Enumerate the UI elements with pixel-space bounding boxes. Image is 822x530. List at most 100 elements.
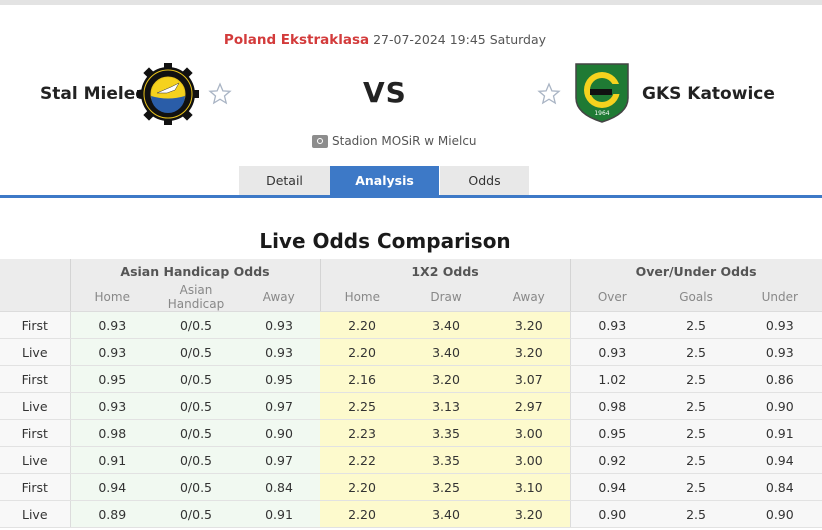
tab-underline bbox=[0, 195, 822, 198]
1x2-draw-cell: 3.25 bbox=[404, 473, 489, 501]
stadium-icon bbox=[312, 134, 328, 148]
1x2-away-cell: 3.07 bbox=[488, 365, 571, 393]
row-type: Live bbox=[0, 500, 71, 528]
ou-over-cell: 0.95 bbox=[570, 419, 655, 447]
ah-line-cell: 0/0.5 bbox=[154, 311, 238, 339]
row-type: Live bbox=[0, 392, 71, 420]
ah-home-cell: 0.89 bbox=[70, 500, 154, 528]
row-type: Live bbox=[0, 338, 71, 366]
sub-header-row: Home Asian Handicap Away Home Draw Away … bbox=[0, 283, 822, 312]
row-type: First bbox=[0, 473, 71, 501]
venue-info: Stadion MOSiR w Mielcu bbox=[312, 134, 477, 148]
ou-goals-cell: 2.5 bbox=[654, 338, 739, 366]
favorite-away-star-icon[interactable] bbox=[537, 82, 561, 106]
match-header-info: Poland Ekstraklasa 27-07-2024 19:45 Satu… bbox=[0, 32, 770, 48]
ou-over-cell: 0.93 bbox=[570, 338, 655, 366]
ou-under-cell: 0.93 bbox=[738, 338, 822, 366]
table-row: First 0.93 0/0.5 0.93 2.20 3.40 3.20 0.9… bbox=[0, 311, 822, 339]
stal-mielec-logo-icon[interactable] bbox=[137, 63, 199, 125]
ah-away-cell: 0.93 bbox=[238, 311, 321, 339]
ou-over-cell: 0.98 bbox=[570, 392, 655, 420]
1x2-draw-cell: 3.40 bbox=[404, 500, 489, 528]
1x2-home-cell: 2.20 bbox=[320, 311, 405, 339]
ah-home-cell: 0.93 bbox=[70, 392, 154, 420]
1x2-draw-cell: 3.35 bbox=[404, 446, 489, 474]
ou-over-header: Over bbox=[570, 283, 655, 312]
ah-home-cell: 0.95 bbox=[70, 365, 154, 393]
odds-table-body: First 0.93 0/0.5 0.93 2.20 3.40 3.20 0.9… bbox=[0, 311, 822, 528]
1x2-home-cell: 2.22 bbox=[320, 446, 405, 474]
1x2-home-cell: 2.16 bbox=[320, 365, 405, 393]
1x2-draw-cell: 3.13 bbox=[404, 392, 489, 420]
section-title: Live Odds Comparison bbox=[259, 229, 511, 253]
ou-goals-cell: 2.5 bbox=[654, 446, 739, 474]
asian-handicap-group-header: Asian Handicap Odds bbox=[70, 259, 321, 283]
vs-label: VS bbox=[363, 76, 407, 109]
1x2-draw-cell: 3.40 bbox=[404, 338, 489, 366]
venue-name: Stadion MOSiR w Mielcu bbox=[332, 134, 477, 148]
ah-home-cell: 0.94 bbox=[70, 473, 154, 501]
ou-over-cell: 0.94 bbox=[570, 473, 655, 501]
1x2-draw-cell: 3.20 bbox=[404, 365, 489, 393]
ah-line-cell: 0/0.5 bbox=[154, 419, 238, 447]
gks-katowice-logo-icon[interactable]: 1964 bbox=[574, 62, 630, 124]
row-type: First bbox=[0, 419, 71, 447]
ah-home-header: Home bbox=[70, 283, 154, 312]
table-row: First 0.95 0/0.5 0.95 2.16 3.20 3.07 1.0… bbox=[0, 365, 822, 393]
ah-away-cell: 0.91 bbox=[238, 500, 321, 528]
ah-home-cell: 0.98 bbox=[70, 419, 154, 447]
ah-away-cell: 0.97 bbox=[238, 446, 321, 474]
tab-odds[interactable]: Odds bbox=[440, 166, 529, 196]
table-row: First 0.94 0/0.5 0.84 2.20 3.25 3.10 0.9… bbox=[0, 473, 822, 501]
ou-goals-cell: 2.5 bbox=[654, 500, 739, 528]
ah-away-cell: 0.90 bbox=[238, 419, 321, 447]
group-header-row: Asian Handicap Odds 1X2 Odds Over/Under … bbox=[0, 259, 822, 283]
ou-over-cell: 0.92 bbox=[570, 446, 655, 474]
ah-line-cell: 0/0.5 bbox=[154, 392, 238, 420]
ah-away-cell: 0.84 bbox=[238, 473, 321, 501]
ou-under-cell: 0.93 bbox=[738, 311, 822, 339]
ou-over-cell: 1.02 bbox=[570, 365, 655, 393]
1x2-away-cell: 3.20 bbox=[488, 338, 571, 366]
ou-goals-cell: 2.5 bbox=[654, 473, 739, 501]
row-type: Live bbox=[0, 446, 71, 474]
away-team-name[interactable]: GKS Katowice bbox=[642, 84, 775, 104]
home-team-name[interactable]: Stal Mielec bbox=[40, 84, 146, 104]
match-datetime: 27-07-2024 19:45 Saturday bbox=[373, 32, 547, 47]
ou-under-cell: 0.84 bbox=[738, 473, 822, 501]
ah-line-cell: 0/0.5 bbox=[154, 338, 238, 366]
1x2-home-cell: 2.25 bbox=[320, 392, 405, 420]
1x2-away-cell: 3.00 bbox=[488, 419, 571, 447]
1x2-home-cell: 2.20 bbox=[320, 473, 405, 501]
ou-goals-cell: 2.5 bbox=[654, 419, 739, 447]
ah-home-cell: 0.91 bbox=[70, 446, 154, 474]
ou-under-cell: 0.91 bbox=[738, 419, 822, 447]
1x2-home-cell: 2.20 bbox=[320, 338, 405, 366]
league-link[interactable]: Poland Ekstraklasa bbox=[223, 32, 370, 48]
row-type: First bbox=[0, 365, 71, 393]
table-row: Live 0.91 0/0.5 0.97 2.22 3.35 3.00 0.92… bbox=[0, 446, 822, 474]
tab-detail[interactable]: Detail bbox=[239, 166, 330, 196]
1x2-away-header: Away bbox=[488, 283, 571, 312]
ou-under-header: Under bbox=[738, 283, 822, 312]
ou-goals-cell: 2.5 bbox=[654, 365, 739, 393]
ah-line-cell: 0/0.5 bbox=[154, 500, 238, 528]
ah-home-cell: 0.93 bbox=[70, 311, 154, 339]
favorite-home-star-icon[interactable] bbox=[208, 82, 232, 106]
1x2-home-header: Home bbox=[320, 283, 405, 312]
1x2-away-cell: 3.10 bbox=[488, 473, 571, 501]
ah-away-cell: 0.97 bbox=[238, 392, 321, 420]
table-row: First 0.98 0/0.5 0.90 2.23 3.35 3.00 0.9… bbox=[0, 419, 822, 447]
1x2-away-cell: 3.00 bbox=[488, 446, 571, 474]
odds-comparison-table: Asian Handicap Odds 1X2 Odds Over/Under … bbox=[0, 259, 822, 528]
ou-under-cell: 0.86 bbox=[738, 365, 822, 393]
svg-text:1964: 1964 bbox=[594, 110, 609, 117]
ou-over-cell: 0.90 bbox=[570, 500, 655, 528]
tab-analysis[interactable]: Analysis bbox=[330, 166, 439, 196]
match-tabs: Detail Analysis Odds bbox=[239, 166, 529, 196]
ou-goals-cell: 2.5 bbox=[654, 311, 739, 339]
over-under-group-header: Over/Under Odds bbox=[570, 259, 822, 283]
ou-under-cell: 0.90 bbox=[738, 392, 822, 420]
ah-line-cell: 0/0.5 bbox=[154, 473, 238, 501]
1x2-group-header: 1X2 Odds bbox=[320, 259, 571, 283]
